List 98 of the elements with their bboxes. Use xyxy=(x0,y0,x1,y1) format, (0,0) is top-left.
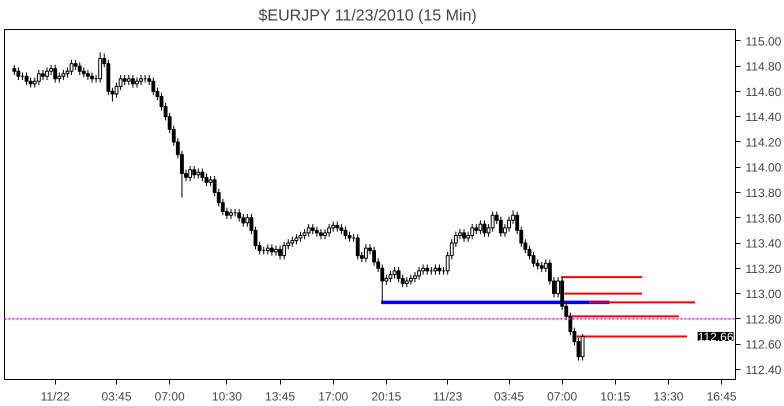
candlestick xyxy=(192,165,196,180)
y-tick-label: 114.00 xyxy=(746,160,782,175)
candlestick xyxy=(421,264,426,276)
y-tick-label: 113.80 xyxy=(746,186,782,200)
candlestick xyxy=(70,59,74,76)
x-tick-label: 03:45 xyxy=(494,390,524,404)
candlestick xyxy=(482,220,486,238)
candlestick xyxy=(98,52,102,84)
candlestick xyxy=(130,74,135,88)
candlestick xyxy=(245,213,250,228)
candlestick xyxy=(274,245,278,256)
candlestick xyxy=(438,264,442,276)
x-tick-label: 10:30 xyxy=(212,390,242,404)
candlestick xyxy=(540,261,544,273)
chart-title: $EURJPY 11/23/2010 (15 Min) xyxy=(258,8,477,24)
candlestick xyxy=(425,264,430,276)
x-tick-label: 16:45 xyxy=(706,390,737,404)
y-tick-label: 115.00 xyxy=(746,34,782,48)
candlestick xyxy=(188,165,192,182)
candlestick xyxy=(282,241,286,260)
candlestick xyxy=(364,244,368,262)
candlestick xyxy=(392,266,396,279)
candlestick xyxy=(298,231,302,242)
candlestick xyxy=(306,224,311,238)
candlestick xyxy=(462,228,466,242)
y-tick-label: 113.60 xyxy=(746,211,782,226)
candlestick xyxy=(61,69,66,81)
candlestick xyxy=(86,69,90,81)
candlestick xyxy=(331,221,336,232)
x-tick-label: 03:45 xyxy=(102,390,132,404)
candlestick xyxy=(356,234,360,260)
y-tick-label: 113.00 xyxy=(746,287,782,302)
x-tick-label: 10:15 xyxy=(600,390,631,404)
x-tick-label: 07:00 xyxy=(154,390,186,404)
candlestick xyxy=(498,216,503,238)
candlestick xyxy=(36,69,41,86)
candlestick xyxy=(139,74,143,86)
candlestick xyxy=(490,210,495,232)
candlestick xyxy=(404,276,409,288)
candlestick xyxy=(327,224,332,238)
candlestick xyxy=(82,66,86,78)
y-tick-label: 112.80 xyxy=(746,312,782,326)
candlestick xyxy=(478,220,482,235)
candlestick xyxy=(32,77,37,88)
candlestick xyxy=(241,213,246,228)
x-tick-label: 13:30 xyxy=(653,390,684,404)
candlestick xyxy=(151,77,156,96)
candlestick xyxy=(196,168,200,180)
candlestick xyxy=(344,226,348,240)
y-tick-label: 113.40 xyxy=(746,236,782,251)
candlestick xyxy=(388,270,392,283)
candlestick xyxy=(339,224,344,235)
candlestick xyxy=(126,74,131,86)
x-tick-label: 11/23 xyxy=(433,390,463,404)
y-tick-label: 112.40 xyxy=(746,362,782,377)
y-tick-label: 112.60 xyxy=(746,338,782,352)
candlestick xyxy=(78,62,82,76)
candlestick xyxy=(237,208,242,222)
candlestick xyxy=(408,274,413,286)
candlestick xyxy=(16,66,20,81)
candlestick xyxy=(417,266,421,280)
candlestick xyxy=(12,64,16,76)
candlestick xyxy=(135,77,139,88)
candlestick xyxy=(290,236,294,248)
y-tick-label: 113.20 xyxy=(746,262,782,276)
y-tick-label: 114.40 xyxy=(746,110,782,124)
x-tick-label: 17:00 xyxy=(318,390,349,404)
candlestick xyxy=(474,224,478,235)
x-tick-label: 20:15 xyxy=(371,390,402,404)
y-tick-label: 114.80 xyxy=(746,60,782,74)
y-tick-label: 114.60 xyxy=(746,84,782,99)
y-tick-label: 114.20 xyxy=(746,135,782,150)
candlestick xyxy=(319,228,323,240)
x-tick-label: 13:45 xyxy=(265,390,296,404)
candlestick xyxy=(122,74,127,86)
candlestick xyxy=(314,226,319,238)
candlestick xyxy=(278,245,282,260)
candlestick xyxy=(41,69,45,81)
candlestick xyxy=(53,64,58,84)
candlestick xyxy=(400,274,405,288)
candlestick xyxy=(266,244,270,255)
candlestick xyxy=(45,66,49,81)
candlestick xyxy=(335,221,340,232)
candlestick xyxy=(90,72,94,84)
x-tick-label: 07:00 xyxy=(547,390,578,404)
candlestick xyxy=(294,234,298,245)
candlestick xyxy=(24,72,29,86)
candlestick xyxy=(380,264,384,303)
candlestick xyxy=(310,224,315,235)
annotation: 112.66 xyxy=(698,330,734,344)
candlestick xyxy=(433,264,438,276)
candlestick xyxy=(270,244,274,256)
candlestick xyxy=(580,334,585,362)
x-tick-label: 11/22 xyxy=(40,390,70,404)
candlestick xyxy=(200,168,204,182)
candlestick xyxy=(229,208,233,220)
candlestick xyxy=(470,224,474,240)
candlestick xyxy=(57,72,62,84)
